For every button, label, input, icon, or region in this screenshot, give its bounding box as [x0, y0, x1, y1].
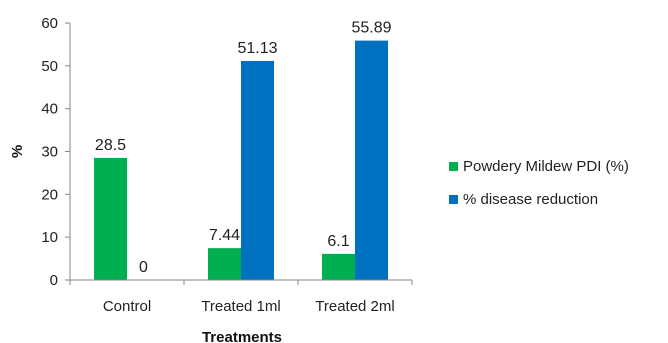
x-axis-ticks: Control Treated 1ml Treated 2ml	[69, 280, 413, 315]
x-tick-label: Treated 2ml	[315, 298, 394, 315]
bar	[241, 60, 274, 281]
y-tick-label: 10	[41, 229, 58, 246]
y-axis-title: %	[9, 145, 26, 158]
y-tick-label: 50	[41, 58, 58, 75]
y-axis-ticks: 0 10 20 30 40 50 60	[41, 15, 70, 289]
y-tick-label: 0	[50, 272, 58, 289]
bars	[94, 40, 388, 281]
bar	[94, 157, 127, 280]
legend-label: % disease reduction	[463, 191, 598, 208]
legend: Powdery Mildew PDI (%) % disease reductio…	[449, 158, 629, 208]
data-labels: 28.5 7.44 6.1 0 51.13 55.89	[95, 20, 392, 276]
legend-swatch	[449, 162, 458, 171]
data-label: 28.5	[95, 137, 126, 154]
x-axis-title: Treatments	[202, 329, 282, 343]
y-tick-label: 60	[41, 15, 58, 32]
y-tick-label: 30	[41, 144, 58, 161]
legend-label: Powdery Mildew PDI (%)	[463, 158, 629, 175]
bar	[355, 40, 388, 281]
bar	[208, 248, 241, 280]
data-label: 55.89	[351, 20, 391, 37]
data-label: 7.44	[209, 227, 240, 244]
legend-swatch	[449, 195, 458, 204]
data-label: 6.1	[327, 233, 349, 250]
x-tick-label: Treated 1ml	[201, 298, 280, 315]
data-label: 0	[139, 259, 148, 276]
y-tick-label: 20	[41, 186, 58, 203]
y-tick-label: 40	[41, 101, 58, 118]
x-tick-label: Control	[103, 298, 151, 315]
data-label: 51.13	[237, 40, 277, 57]
bar	[322, 253, 355, 280]
